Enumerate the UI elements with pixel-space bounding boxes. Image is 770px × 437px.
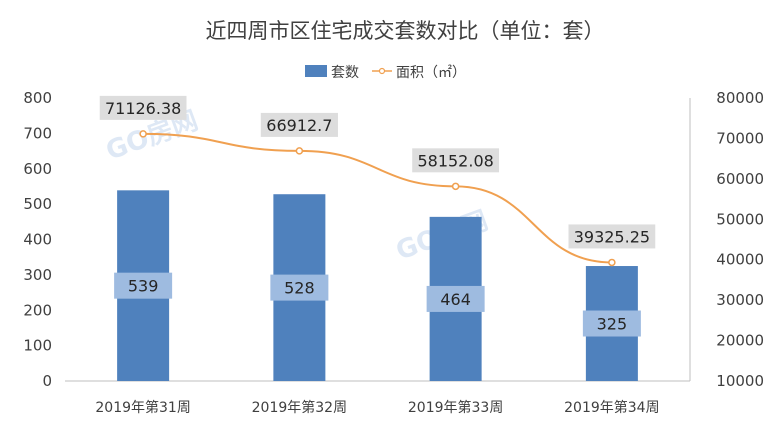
bar-label-box — [582, 310, 641, 337]
left-tick-label: 400 — [23, 231, 52, 249]
right-tick-label: 20000 — [716, 332, 764, 350]
bar-data-label: 539 — [128, 277, 159, 296]
legend-label-line: 面积（㎡） — [396, 65, 466, 81]
category-label: 2019年第33周 — [408, 399, 503, 416]
legend-swatch-bar — [305, 65, 327, 77]
area-line-series — [139, 130, 616, 267]
line-data-labels: 71126.38 66912.7 58152.08 39325.25 — [99, 95, 656, 249]
bar-data-label: 464 — [440, 290, 471, 309]
legend-label-bar: 套数 — [331, 65, 359, 81]
bar-data-label: 325 — [597, 315, 628, 334]
line-point — [608, 258, 616, 267]
line-point — [295, 147, 304, 155]
area-line — [143, 132, 612, 264]
right-tick-label: 70000 — [716, 129, 764, 147]
line-point — [451, 182, 460, 191]
bar-data-labels: 539 528 464 325 — [114, 272, 641, 337]
right-tick-label: 40000 — [716, 251, 764, 269]
line-point — [139, 130, 147, 138]
bar-label-box — [270, 274, 329, 301]
left-tick-label: 600 — [23, 160, 52, 178]
line-label-box — [412, 148, 500, 173]
legend: 套数 面积（㎡） — [305, 65, 466, 81]
right-tick-label: 30000 — [716, 291, 764, 309]
category-label: 2019年第31周 — [95, 399, 190, 416]
left-tick-label: 0 — [42, 372, 52, 390]
right-tick-label: 80000 — [716, 89, 764, 107]
line-data-label: 66912.7 — [266, 116, 332, 135]
bar-data-label: 528 — [284, 279, 315, 298]
right-axis-ticks: 10000 20000 30000 40000 50000 60000 70000 80000 — [716, 89, 764, 390]
line-label-box — [568, 224, 656, 249]
line-data-label: 58152.08 — [417, 151, 493, 170]
line-data-label: 39325.25 — [574, 227, 650, 246]
left-tick-label: 100 — [23, 337, 52, 355]
line-label-box — [260, 112, 338, 137]
right-tick-label: 60000 — [716, 170, 764, 188]
left-tick-label: 300 — [23, 266, 52, 284]
bar-label-box — [114, 272, 173, 299]
category-label: 2019年第34周 — [564, 399, 659, 416]
left-tick-label: 200 — [23, 301, 52, 319]
left-tick-label: 700 — [23, 124, 52, 142]
left-tick-label: 800 — [23, 89, 52, 107]
right-tick-label: 10000 — [716, 372, 764, 390]
right-tick-label: 50000 — [716, 210, 764, 228]
legend-swatch-marker — [378, 67, 386, 75]
line-data-label: 71126.38 — [105, 99, 181, 118]
chart-title: 近四周市区住宅成交套数对比（单位：套） — [206, 19, 605, 43]
bar-label-box — [426, 285, 485, 312]
category-labels: 2019年第31周 2019年第32周 2019年第33周 2019年第34周 — [95, 399, 659, 416]
left-axis-ticks: 0 100 200 300 400 500 600 700 800 — [23, 89, 52, 390]
left-tick-label: 500 — [23, 195, 52, 213]
line-label-box — [99, 95, 187, 120]
category-label: 2019年第32周 — [252, 399, 347, 416]
bars — [117, 190, 638, 381]
